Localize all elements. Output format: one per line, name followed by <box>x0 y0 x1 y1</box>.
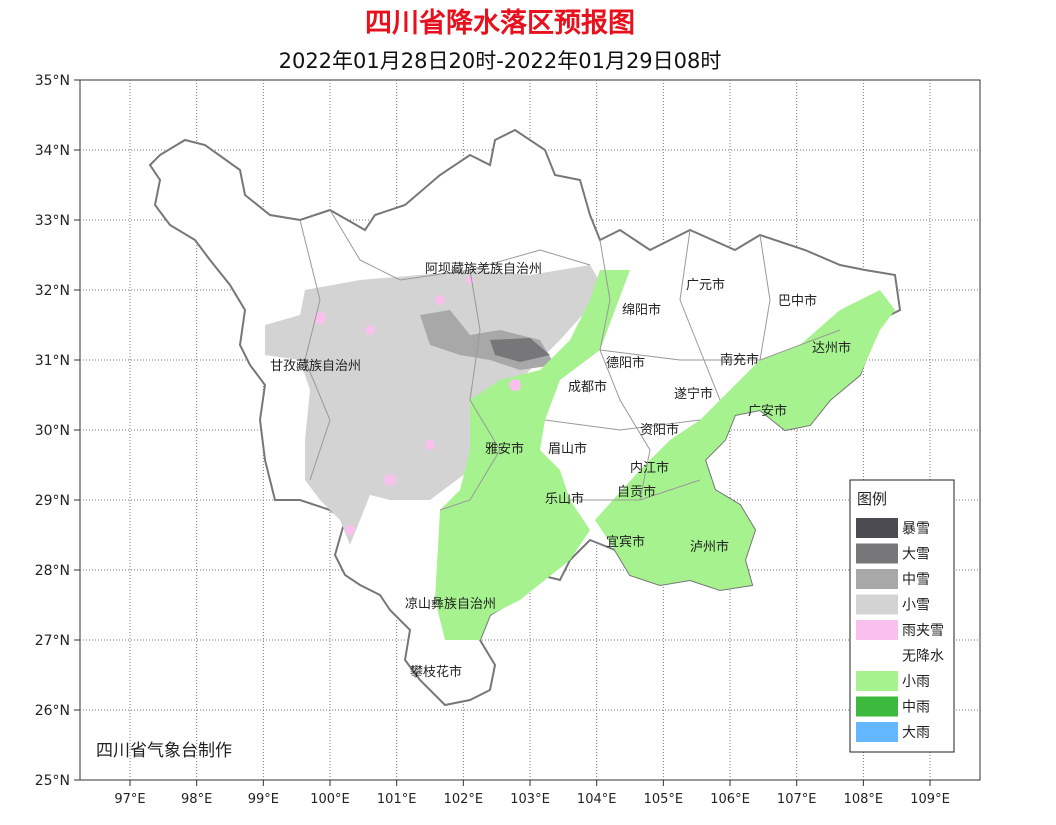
lat-label: 28°N <box>35 563 70 579</box>
legend-swatch <box>856 671 898 691</box>
lon-label: 102°E <box>444 792 484 807</box>
region-label: 乐山市 <box>545 491 584 507</box>
legend-swatch <box>856 569 898 589</box>
lat-label: 25°N <box>35 773 70 789</box>
legend-swatch <box>856 645 898 666</box>
subtitle: 2022年01月28日20时-2022年01月29日08时 <box>279 49 722 73</box>
region-label: 自贡市 <box>617 484 656 500</box>
legend-label: 小雪 <box>902 598 930 614</box>
lon-label: 105°E <box>644 792 684 807</box>
heavy-snow-area <box>490 338 550 362</box>
legend-label: 大雪 <box>902 547 930 563</box>
region-label: 攀枝花市 <box>410 664 462 680</box>
legend-label: 雨夹雪 <box>902 623 944 639</box>
region-label: 达州市 <box>812 340 851 356</box>
lon-label: 104°E <box>577 792 617 807</box>
region-label: 阿坝藏族羌族自治州 <box>425 261 542 277</box>
legend-label: 无降水 <box>902 649 944 665</box>
title: 四川省降水落区预报图 <box>365 8 635 39</box>
legend-swatch <box>856 518 898 538</box>
region-label: 巴中市 <box>778 293 817 309</box>
region-label: 广安市 <box>748 403 787 419</box>
lat-label: 32°N <box>35 283 70 299</box>
region-label: 内江市 <box>630 460 669 476</box>
lat-label: 26°N <box>35 703 70 719</box>
lon-label: 106°E <box>710 792 750 807</box>
region-label: 雅安市 <box>485 441 524 457</box>
lon-label: 98°E <box>181 792 212 807</box>
legend-swatch <box>856 620 898 640</box>
region-label: 广元市 <box>686 277 725 293</box>
lat-label: 31°N <box>35 353 70 369</box>
lon-label: 99°E <box>248 792 279 807</box>
region-label: 甘孜藏族自治州 <box>270 358 361 374</box>
light-rain-area <box>435 270 630 640</box>
legend-label: 中雪 <box>902 572 930 588</box>
lat-label: 33°N <box>35 213 70 229</box>
region-label: 南充市 <box>720 352 759 368</box>
lon-label: 101°E <box>377 792 417 807</box>
lat-label: 27°N <box>35 633 70 649</box>
light-rain-area <box>595 290 895 590</box>
lat-label: 35°N <box>35 73 70 89</box>
region-labels: 阿坝藏族羌族自治州 甘孜藏族自治州 广元市 巴中市 绵阳市 德阳市 南充市 达州… <box>270 261 851 680</box>
region-label: 宜宾市 <box>606 534 645 550</box>
region-label: 泸州市 <box>690 539 729 555</box>
legend-label: 大雨 <box>902 725 930 741</box>
legend-label: 小雨 <box>902 674 930 690</box>
lon-label: 100°E <box>310 792 350 807</box>
lat-label: 34°N <box>35 143 70 159</box>
lon-label: 97°E <box>114 792 145 807</box>
sleet-patches <box>314 276 521 535</box>
admin-borders <box>299 209 841 511</box>
region-label: 眉山市 <box>548 441 587 457</box>
legend-title: 图例 <box>857 490 887 508</box>
legend-swatch <box>856 722 898 742</box>
credit: 四川省气象台制作 <box>96 741 232 761</box>
lat-label: 29°N <box>35 493 70 509</box>
region-label: 凉山彝族自治州 <box>405 596 496 612</box>
legend-label: 暴雪 <box>902 521 930 537</box>
lon-label: 108°E <box>844 792 884 807</box>
region-label: 遂宁市 <box>674 386 713 402</box>
region-label: 资阳市 <box>640 422 679 438</box>
legend-swatch <box>856 696 898 717</box>
lon-label: 109°E <box>910 792 950 807</box>
legend-swatch <box>856 543 898 564</box>
region-label: 德阳市 <box>606 355 645 371</box>
legend-label: 中雨 <box>902 700 930 716</box>
legend-swatch <box>856 594 898 615</box>
lon-label: 103°E <box>510 792 550 807</box>
lat-label: 30°N <box>35 423 70 439</box>
lon-label: 107°E <box>777 792 817 807</box>
region-label: 绵阳市 <box>622 302 661 318</box>
region-label: 成都市 <box>568 379 607 395</box>
